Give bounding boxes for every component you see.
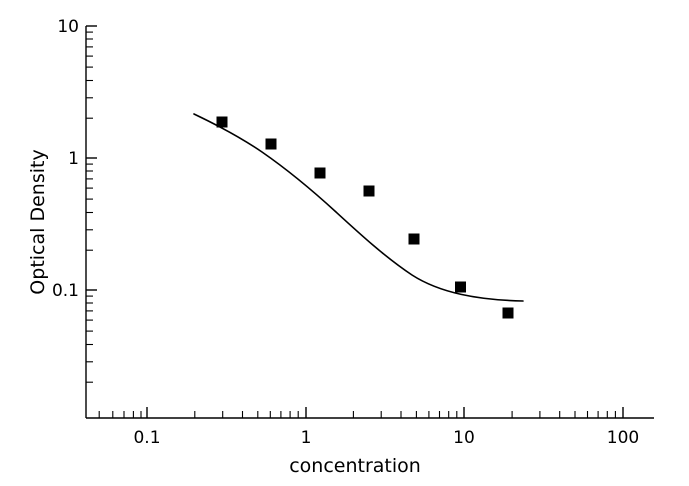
data-point[interactable] — [502, 307, 514, 319]
data-point[interactable] — [455, 281, 466, 293]
y-axis-minor-ticks — [86, 31, 93, 383]
x-tick-label-1: 1 — [301, 428, 312, 448]
data-point[interactable] — [408, 233, 420, 245]
data-point[interactable] — [314, 167, 326, 179]
y-axis-major-ticks — [86, 25, 97, 291]
data-point[interactable] — [265, 138, 277, 150]
x-axis-title: concentration — [289, 455, 421, 477]
data-point[interactable] — [216, 116, 228, 128]
data-points — [216, 116, 514, 319]
x-axis-minor-ticks — [98, 411, 616, 418]
fit-curve — [193, 113, 524, 302]
y-tick-label-10: 10 — [57, 17, 79, 37]
data-point[interactable] — [363, 185, 375, 197]
y-tick-label-1: 1 — [68, 149, 79, 169]
x-tick-label-0.1: 0.1 — [133, 428, 160, 448]
x-axis-major-ticks — [146, 407, 624, 418]
y-tick-label-0.1: 0.1 — [52, 281, 79, 301]
x-tick-label-100: 100 — [607, 428, 639, 448]
y-axis-title: Optical Density — [27, 149, 49, 294]
x-tick-label-10: 10 — [453, 428, 475, 448]
